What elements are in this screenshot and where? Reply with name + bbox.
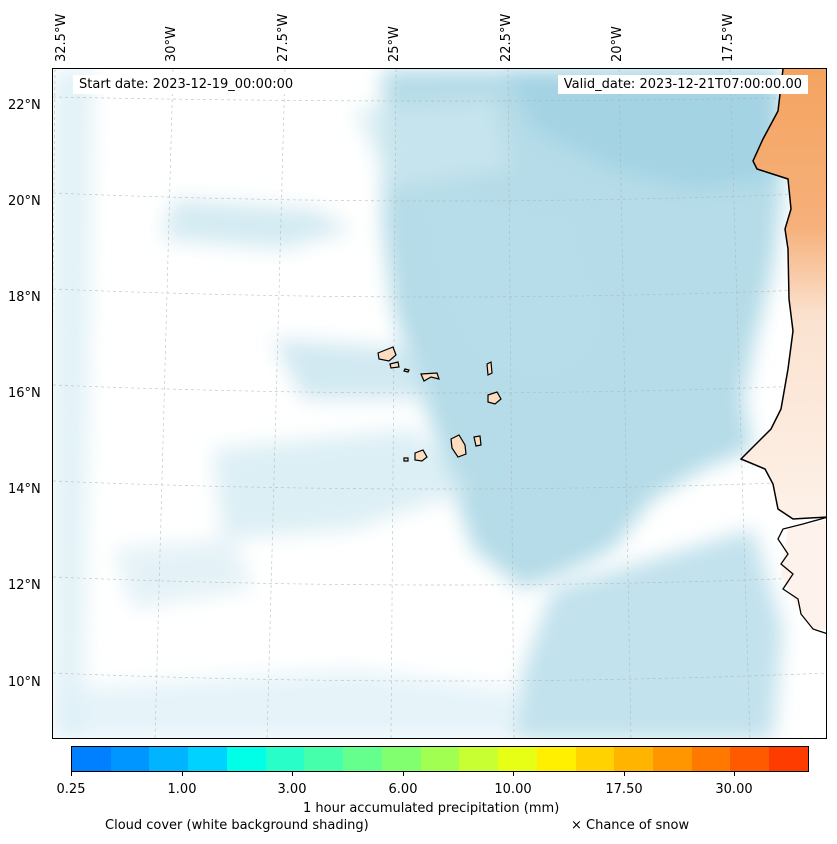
colorbar-segment — [498, 747, 537, 771]
precipitation-colorbar — [71, 746, 809, 772]
lon-label: 30°W — [164, 26, 179, 62]
colorbar-segment — [653, 747, 692, 771]
cloud-cover-legend: Cloud cover (white background shading) — [105, 818, 369, 833]
colorbar-tick-label: 6.00 — [388, 782, 418, 797]
colorbar-segment — [420, 747, 460, 771]
snow-legend: × Chance of snow — [571, 818, 690, 833]
lat-label: 14°N — [8, 482, 41, 497]
start-date-label: Start date: 2023-12-19_00:00:00 — [73, 75, 300, 94]
cloud-cover-shading — [53, 69, 783, 738]
colorbar-tickmark — [513, 772, 514, 776]
colorbar-tickmark — [734, 772, 735, 776]
lat-label: 18°N — [8, 290, 41, 305]
graticule — [53, 69, 826, 738]
lon-label: 32.5°W — [54, 13, 69, 62]
colorbar-tick-label: 10.00 — [494, 782, 532, 797]
colorbar-segment — [343, 747, 382, 771]
colorbar-segment — [575, 747, 615, 771]
colorbar-segment — [691, 747, 731, 771]
african-landmass — [739, 69, 826, 635]
lon-label: 25°W — [387, 26, 402, 62]
lat-label: 10°N — [8, 675, 41, 690]
colorbar-tickmark — [182, 772, 183, 776]
lat-label: 22°N — [8, 98, 41, 113]
lon-label: 17.5°W — [721, 13, 736, 62]
lon-label: 20°W — [610, 26, 625, 62]
lon-label: 22.5°W — [499, 13, 514, 62]
colorbar-tick-label: 0.25 — [56, 782, 86, 797]
colorbar-segment — [149, 747, 189, 771]
colorbar-segment — [459, 747, 499, 771]
colorbar-tickmark — [624, 772, 625, 776]
cape-verde-islands — [377, 346, 502, 462]
lon-label: 27.5°W — [276, 13, 291, 62]
colorbar-segment — [536, 747, 576, 771]
colorbar-tickmark — [71, 772, 72, 776]
colorbar-tickmark — [403, 772, 404, 776]
valid-date-label: Valid_date: 2023-12-21T07:00:00.00 — [557, 75, 808, 94]
colorbar-tick-label: 1.00 — [167, 782, 197, 797]
colorbar-segment — [614, 747, 654, 771]
lat-label: 16°N — [8, 386, 41, 401]
colorbar-segment — [730, 747, 770, 771]
colorbar-segment — [226, 747, 266, 771]
colorbar-segment — [188, 747, 227, 771]
colorbar-segment — [110, 747, 150, 771]
map-panel[interactable] — [52, 68, 827, 739]
colorbar-tick-label: 3.00 — [277, 782, 307, 797]
colorbar-segment — [304, 747, 344, 771]
colorbar-segment — [381, 747, 421, 771]
colorbar-tickmark — [292, 772, 293, 776]
map-canvas — [53, 69, 826, 738]
colorbar-tick-label: 17.50 — [605, 782, 643, 797]
colorbar-segment — [265, 747, 305, 771]
lat-label: 20°N — [8, 194, 41, 209]
colorbar-label: 1 hour accumulated precipitation (mm) — [303, 801, 560, 816]
colorbar-segment — [769, 747, 808, 771]
colorbar-segment — [72, 747, 111, 771]
colorbar-tick-label: 30.00 — [715, 782, 753, 797]
lat-label: 12°N — [8, 578, 41, 593]
